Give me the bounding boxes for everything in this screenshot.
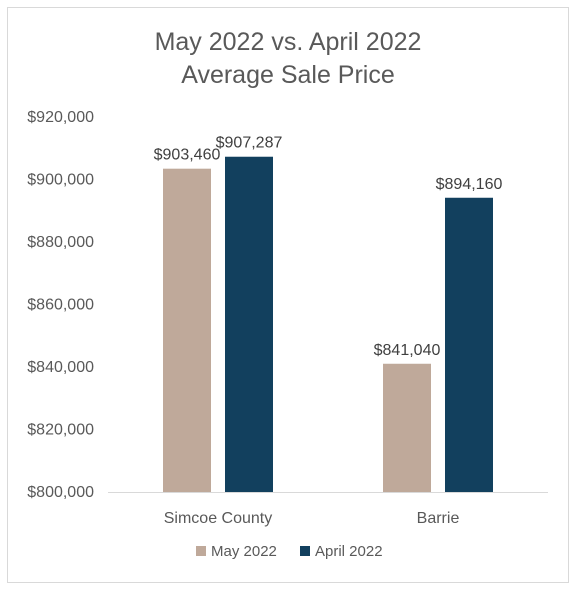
legend-label: May 2022 [211, 543, 277, 560]
y-tick-label: $840,000 [27, 359, 94, 376]
chart-subtitle: Average Sale Price [181, 61, 395, 89]
bar-may-2022-simcoe-county [163, 168, 211, 492]
data-label: $903,460 [154, 147, 221, 164]
data-label: $907,287 [216, 135, 283, 152]
y-axis: $800,000 $820,000 $840,000 $860,000 $880,000… [27, 109, 94, 501]
bars-group [163, 156, 493, 492]
data-label: $894,160 [436, 176, 503, 193]
bar-april-2022-barrie [445, 197, 493, 492]
x-category-label: Simcoe County [164, 510, 273, 527]
legend-swatch [300, 546, 310, 556]
x-axis: Simcoe County Barrie [108, 492, 548, 527]
y-tick-label: $880,000 [27, 234, 94, 251]
data-label: $841,040 [374, 342, 441, 359]
y-tick-label: $800,000 [27, 484, 94, 501]
chart-title: May 2022 vs. April 2022 [155, 28, 422, 56]
bar-may-2022-barrie [383, 363, 431, 492]
legend-label: April 2022 [315, 543, 383, 560]
y-tick-label: $820,000 [27, 422, 94, 439]
bar-april-2022-simcoe-county [225, 156, 273, 492]
y-tick-label: $900,000 [27, 172, 94, 189]
data-labels-group: $903,460$907,287 $841,040 $894,160 [154, 135, 503, 359]
y-tick-label: $920,000 [27, 109, 94, 126]
legend: May 2022 April 2022 [196, 543, 383, 560]
y-tick-label: $860,000 [27, 297, 94, 314]
legend-swatch [196, 546, 206, 556]
x-category-label: Barrie [417, 510, 460, 527]
